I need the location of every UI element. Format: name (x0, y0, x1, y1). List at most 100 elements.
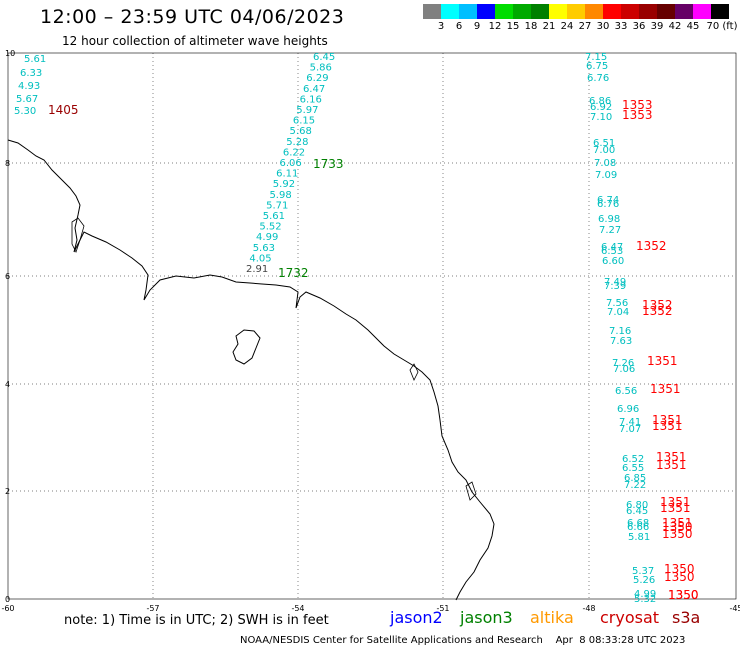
track-time-label: 1405 (48, 103, 79, 117)
colorbar-swatch (693, 4, 711, 19)
legend-s3a: s3a (672, 608, 701, 627)
wave-height-label: 6.80 (626, 500, 648, 511)
wave-height-label: 5.67 (16, 94, 38, 105)
wave-height-label: 7.27 (599, 225, 621, 236)
colorbar-label: 6 (455, 21, 463, 32)
track-time-label: 1350 (662, 520, 693, 534)
colorbar-swatch (477, 4, 495, 19)
track-time-label: 1351 (662, 516, 693, 530)
wave-height-label: 6.74 (597, 195, 619, 206)
colorbar-label: 30 (596, 21, 610, 32)
wave-height-label: 6.98 (598, 214, 620, 225)
wave-height-label: 5.32 (634, 594, 656, 605)
colorbar-label: 45 (686, 21, 700, 32)
wave-height-label: 6.56 (615, 386, 637, 397)
track-time-label: 1732 (278, 266, 309, 280)
colorbar-label: 36 (632, 21, 646, 32)
colorbar-label: 27 (578, 21, 592, 32)
track-time-label: 1351 (652, 419, 683, 433)
y-tick-label: 6 (5, 272, 10, 281)
colorbar-label: 42 (668, 21, 682, 32)
track-time-label: 1351 (660, 501, 691, 515)
wave-height-label: 6.29 (306, 73, 328, 84)
wave-height-label: 6.53 (601, 246, 623, 257)
colorbar-swatch (513, 4, 531, 19)
y-tick-label: 4 (5, 380, 10, 389)
wave-height-label: 4.99 (634, 589, 656, 600)
colorbar-swatch (549, 4, 567, 19)
wave-height-label: 5.92 (273, 179, 295, 190)
wave-height-label: 5.61 (24, 54, 46, 65)
colorbar-label: 15 (506, 21, 520, 32)
wave-height-label: 6.45 (313, 52, 335, 63)
wave-height-label: 6.45 (626, 506, 648, 517)
wave-height-label: 6.66 (627, 522, 649, 533)
wave-height-label: 6.15 (293, 116, 315, 127)
wave-height-label: 6.92 (590, 102, 612, 113)
wave-height-label: 6.47 (601, 242, 623, 253)
wave-height-colorbar (423, 4, 729, 19)
track-time-label: 1350 (668, 588, 699, 602)
wave-height-label: 5.28 (286, 137, 308, 148)
wave-height-label: 5.37 (632, 566, 654, 577)
track-time-label: 1351 (647, 354, 678, 368)
track-time-label: 1352 (636, 239, 667, 253)
wave-height-label: 6.47 (303, 84, 325, 95)
map-title: 12:00 – 23:59 UTC 04/06/2023 (40, 6, 345, 28)
wave-height-label: 7.41 (619, 417, 641, 428)
y-tick-label: 0 (5, 595, 10, 604)
wave-height-label: 5.86 (310, 63, 332, 74)
wave-height-label: 6.76 (597, 199, 619, 210)
legend-cryosat: cryosat (600, 608, 660, 627)
wave-height-label: 5.61 (263, 211, 285, 222)
colorbar-swatch (621, 4, 639, 19)
wave-height-label: 6.86 (589, 96, 611, 107)
marajo-island (232, 329, 261, 365)
y-tick-label: 10 (5, 49, 15, 58)
colorbar-swatch (585, 4, 603, 19)
wave-height-label: 6.55 (622, 463, 644, 474)
wave-height-label: 5.71 (266, 200, 288, 211)
track-time-label: 1352 (642, 304, 673, 318)
wave-height-label: 5.52 (259, 222, 281, 233)
wave-height-label: 5.30 (14, 106, 36, 117)
wave-height-label: 7.06 (613, 364, 635, 375)
colorbar-swatch (531, 4, 549, 19)
track-time-label: 1351 (656, 450, 687, 464)
colorbar-label: 9 (473, 21, 481, 32)
wave-height-label: 7.49 (604, 277, 626, 288)
map-frame (7, 52, 737, 600)
track-time-label: 1350 (664, 562, 695, 576)
wave-height-label: 7.16 (609, 326, 631, 337)
wave-height-label: 6.06 (280, 158, 302, 169)
wave-height-label: 6.16 (300, 94, 322, 105)
map-grid: -60 -57 -54 -51 -48 -45 10 8 6 4 2 0 (1, 49, 740, 613)
wave-height-label: 7.15 (585, 52, 607, 63)
colorbar-swatch (639, 4, 657, 19)
coastline (7, 139, 495, 601)
colorbar-swatch (603, 4, 621, 19)
wave-height-label: 5.81 (628, 532, 650, 543)
track-time-label: 1353 (622, 108, 653, 122)
colorbar-label: 24 (560, 21, 574, 32)
wave-height-label: 6.60 (602, 256, 624, 267)
legend-jason2: jason2 (390, 608, 443, 627)
colorbar-label: 33 (614, 21, 628, 32)
wave-height-label: 7.10 (590, 112, 612, 123)
delta-islands (71, 217, 477, 501)
x-tick-label: -48 (582, 604, 595, 613)
y-tick-label: 2 (5, 487, 10, 496)
colorbar-swatch (675, 4, 693, 19)
colorbar-label: 21 (542, 21, 556, 32)
wave-height-label: 6.68 (627, 518, 649, 529)
legend-jason3: jason3 (460, 608, 513, 627)
wave-height-label: 7.56 (606, 298, 628, 309)
colorbar-swatch (657, 4, 675, 19)
wave-height-label: 7.26 (612, 358, 634, 369)
wave-height-label: 6.85 (624, 473, 646, 484)
wave-height-label: 2.91 (246, 264, 268, 275)
colorbar-swatch (495, 4, 513, 19)
track-time-label: 1353 (622, 98, 653, 112)
track-time-label: 1351 (660, 495, 691, 509)
